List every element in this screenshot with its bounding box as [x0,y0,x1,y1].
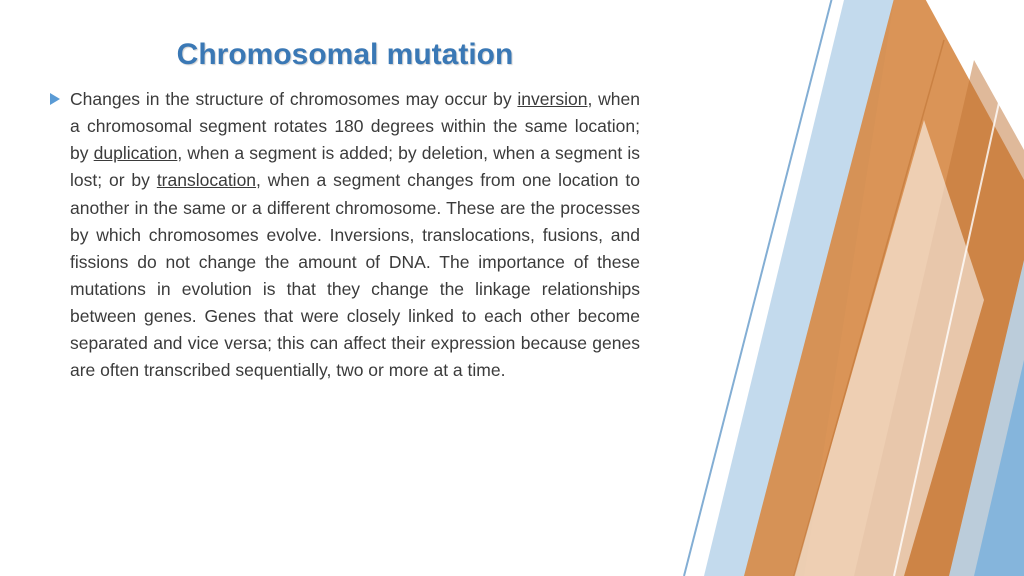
body-paragraph: Changes in the structure of chromosomes … [70,86,640,384]
text-run: , when a segment changes from one locati… [70,170,640,380]
text-run: Changes in the structure of chromosomes … [70,89,517,109]
bullet-icon [50,93,60,105]
underlined-term: duplication [94,143,178,163]
underlined-term: inversion [517,89,587,109]
underlined-term: translocation [157,170,256,190]
facet-decor [644,0,1024,576]
slide-content: Chromosomal mutation Changes in the stru… [50,38,640,384]
slide-title: Chromosomal mutation [50,38,640,72]
